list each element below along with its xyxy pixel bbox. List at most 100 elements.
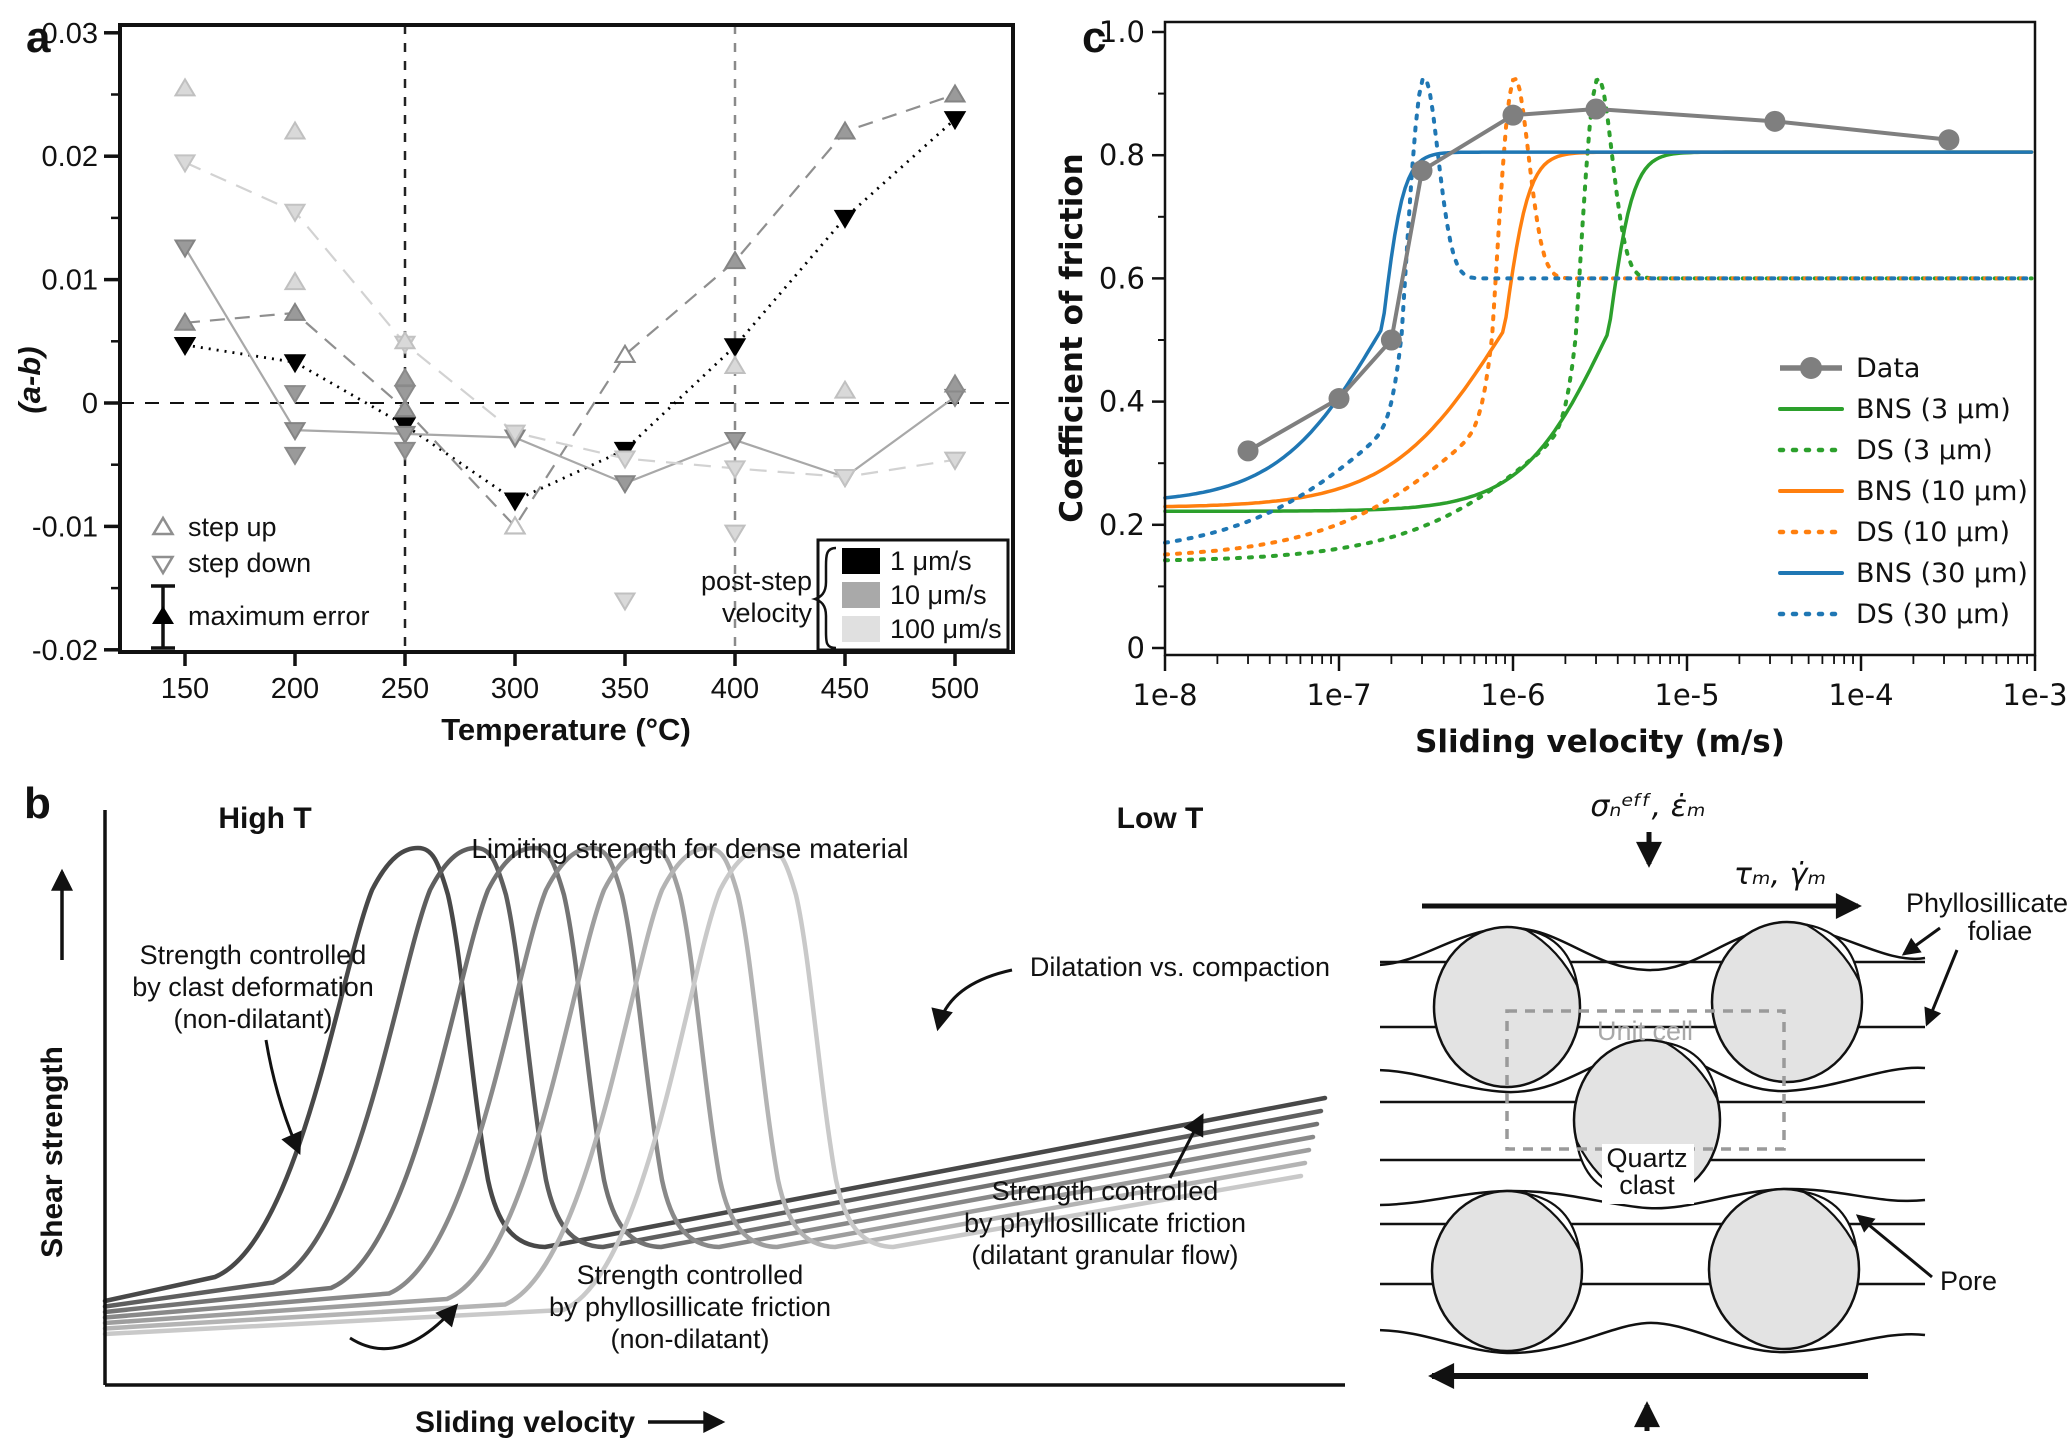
unit-cell-box	[1505, 1009, 1786, 1151]
series-2-marker	[283, 422, 307, 442]
shear-strength-curve-0	[102, 845, 1328, 1304]
max-error-legend-icon	[151, 584, 175, 650]
clast-ann-line1: Strength controlled	[140, 940, 367, 970]
swatch-10um	[842, 582, 880, 608]
panel-b-label: b	[24, 779, 51, 828]
pore-crescent	[1525, 1192, 1581, 1251]
y-tick-label: 0.8	[1099, 138, 1145, 172]
velocity-legend-title-1: post-step	[701, 566, 812, 596]
y-tick-label: 0.01	[42, 265, 98, 297]
series-0-marker	[173, 337, 197, 356]
step-down-legend-label: step down	[188, 548, 311, 578]
panel-c-label: c	[1082, 13, 1106, 62]
phyllo-nondil-line1: Strength controlled	[577, 1260, 804, 1290]
x-tick-label: 1e-8	[1132, 678, 1197, 712]
phyllo-foliae-arrow-2	[1924, 949, 1959, 1027]
scatter-point	[283, 385, 307, 405]
y-tick-label: 1.0	[1099, 15, 1145, 49]
series-1-marker	[943, 83, 967, 103]
panel-b-y-axis-label: Shear strength	[36, 1046, 69, 1258]
quartz-label-line1: Quartz	[1606, 1143, 1687, 1173]
swatch-1um-label: 1 μm/s	[890, 546, 972, 576]
panel-c-chart: 0 0.2 0.4 0.6 0.8 1.0 1e-8 1e-7 1e-6 1e-5 1e-4 1e-3…	[1054, 13, 2067, 760]
panel-a-marker-legend: step up step down maximum error	[151, 512, 370, 650]
scatter-point	[283, 120, 307, 140]
legend-entry-label: BNS (30 μm)	[1856, 558, 2028, 589]
shear-stress-label: τₘ, γ̇ₘ	[1734, 857, 1826, 892]
series-line-2	[184, 246, 956, 485]
clast-ann-line3: (non-dilatant)	[173, 1004, 332, 1034]
legend-entry-label: BNS (3 μm)	[1856, 394, 2011, 425]
panel-a-x-axis-label: Temperature (°C)	[441, 712, 691, 747]
x-tick-label: 1e-7	[1306, 678, 1371, 712]
phyllo-nondil-line3: (non-dilatant)	[610, 1324, 769, 1354]
dilatation-label: Dilatation vs. compaction	[1030, 952, 1330, 982]
pore-crescent	[1802, 1190, 1858, 1249]
shear-strength-curve-2	[102, 845, 1320, 1315]
series-2-marker	[173, 239, 197, 259]
series-0-marker	[833, 209, 857, 229]
x-tick-label: 1e-6	[1480, 678, 1545, 712]
series-3-marker	[723, 460, 747, 480]
scatter-point	[503, 515, 527, 535]
series-line-1	[184, 93, 956, 529]
clast-bottom-right	[1707, 1187, 1861, 1351]
panel-c-y-axis-label: Coefficient of friction	[1054, 153, 1090, 523]
y-tick-label: 0.4	[1099, 385, 1145, 419]
legend-entry-label: BNS (10 μm)	[1856, 476, 2028, 507]
dilatation-annotation: Dilatation vs. compaction	[931, 952, 1330, 1032]
panel-a-plot-group: 0.03 0.02 0.01 0 -0.01 -0.02 150 200 250 300 350 40…	[32, 18, 1015, 705]
dilatation-arrow	[931, 968, 1013, 1032]
scatter-point	[833, 379, 857, 399]
quartz-label-line2: clast	[1619, 1170, 1675, 1200]
phyllo-dilatant-annotation: Strength controlled by phyllosillicate f…	[964, 1113, 1246, 1270]
unit-cell-label: Unit cell	[1597, 1016, 1693, 1046]
clast-top-left	[1432, 925, 1582, 1089]
scatter-point	[393, 367, 417, 387]
panel-a-velocity-legend: post-step velocity 1 μm/s 10 μm/s 100 μm…	[701, 538, 1010, 652]
series-line-0	[184, 118, 956, 503]
series-0-marker	[723, 338, 747, 358]
panel-a-label: a	[26, 13, 51, 62]
series-1-marker	[723, 250, 747, 270]
shear-strength-curve-3	[102, 845, 1316, 1320]
data-point	[1502, 104, 1524, 126]
scatter-point	[393, 441, 417, 461]
legend-sample-data-dot	[1800, 357, 1822, 379]
shear-strength-curve-1	[102, 845, 1324, 1309]
velocity-legend-brace	[811, 546, 837, 650]
panel-b-chart: Shear strength Sliding velocity b High T…	[24, 779, 1345, 1439]
series-2-marker	[393, 425, 417, 445]
y-tick-label: 0.02	[42, 141, 98, 173]
y-tick-label: 0.03	[42, 18, 98, 50]
scatter-point	[723, 524, 747, 544]
series-line-3	[184, 161, 956, 479]
phyllo-foliae-label-1: Phyllosillicate	[1906, 888, 2067, 918]
series-1-marker	[283, 301, 307, 321]
pore-crescent	[1525, 928, 1579, 987]
pore-crescent	[1665, 1041, 1719, 1100]
x-tick-label: 450	[821, 673, 869, 705]
clast-top-right	[1710, 920, 1864, 1084]
phyllo-dil-line2: by phyllosillicate friction	[964, 1208, 1246, 1238]
swatch-1um	[842, 548, 880, 574]
series-2-marker	[613, 475, 637, 495]
shear-strength-curve-4	[102, 845, 1312, 1326]
pore-arrow	[1855, 1214, 1933, 1279]
high-t-label: High T	[218, 802, 311, 835]
scatter-point	[613, 592, 637, 612]
panel-b-curves	[102, 845, 1328, 1337]
scatter-point	[393, 330, 417, 350]
series-1-marker	[833, 120, 857, 140]
panel-a-chart: 0.03 0.02 0.01 0 -0.01 -0.02 150 200 250 300 350 40…	[12, 13, 1015, 747]
clast-ann-arrow	[264, 1039, 302, 1156]
clast-deformation-annotation: Strength controlled by clast deformation…	[132, 940, 374, 1156]
series-1-marker	[173, 311, 197, 331]
x-tick-label: 350	[601, 673, 649, 705]
y-tick-label: 0.6	[1099, 261, 1145, 295]
data-point	[1764, 110, 1786, 132]
phyllo-nondil-arrow	[349, 1303, 459, 1351]
scatter-point	[943, 451, 967, 471]
x-tick-label: 1e-3	[2002, 678, 2067, 712]
max-error-legend-label: maximum error	[188, 601, 370, 631]
